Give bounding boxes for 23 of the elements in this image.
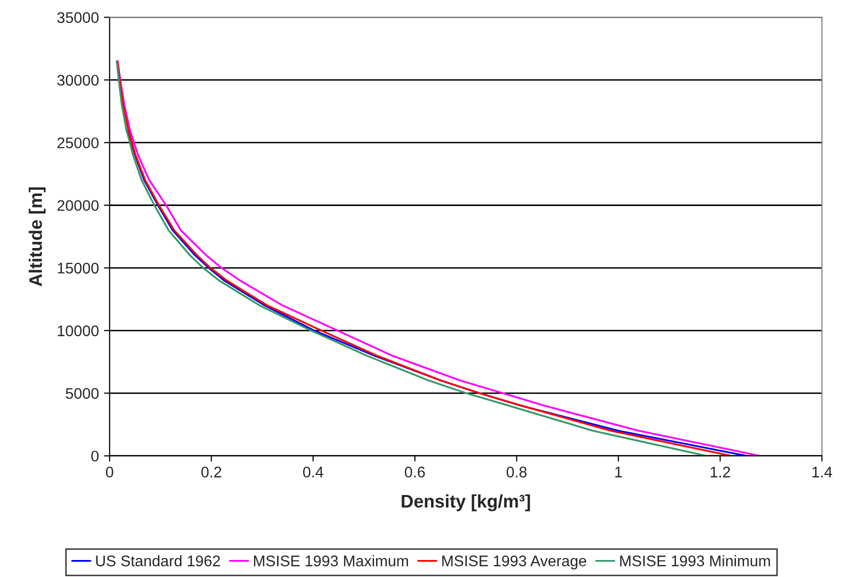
- x-axis-title: Density [kg/m³]: [402, 494, 530, 512]
- x-tick-label: 0.8: [506, 466, 527, 478]
- legend-label: MSISE 1993 Average: [442, 556, 586, 570]
- y-tick-label: 25000: [57, 137, 99, 148]
- y-tick-label: 5000: [66, 388, 99, 399]
- x-tick-label: 0.6: [404, 466, 425, 478]
- x-tick-label: 0: [106, 466, 114, 478]
- x-tick-label: 1.2: [710, 466, 730, 478]
- y-tick-label: 0: [91, 450, 99, 462]
- line-series: [127, 129, 748, 456]
- y-tick-label: 35000: [57, 12, 99, 23]
- x-tick-label: 0.4: [303, 466, 324, 478]
- y-tick-label: 30000: [57, 74, 99, 86]
- x-tick-label: 1: [615, 466, 622, 478]
- legend-label: MSISE 1993 Minimum: [620, 555, 770, 566]
- legend-label: US Standard 1962: [96, 555, 220, 566]
- y-tick-label: 20000: [57, 200, 99, 211]
- y-axis-title: Altitude [m]: [28, 187, 46, 286]
- x-tick-label: 0.2: [201, 466, 222, 478]
- y-tick-label: 10000: [58, 325, 99, 336]
- x-tick-label: 1.4: [812, 466, 832, 478]
- legend-label: MSISE 1993 Maximum: [254, 555, 408, 566]
- y-tick-label: 15000: [58, 262, 99, 274]
